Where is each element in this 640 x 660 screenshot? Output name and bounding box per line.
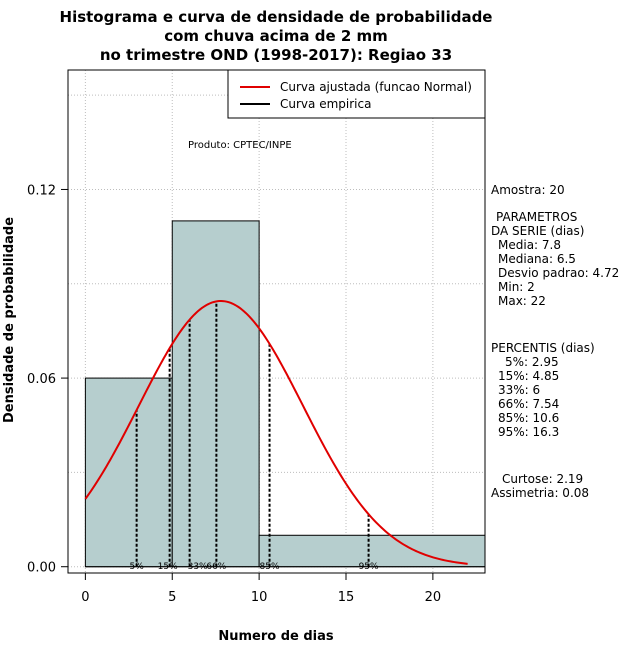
stat-param-head1: PARAMETROS (496, 210, 577, 224)
stat-desvio: Desvio padrao: 4.72 (498, 266, 619, 280)
chart-title-line-1: Histograma e curva de densidade de proba… (60, 8, 493, 26)
legend-label-empirical: Curva empirica (280, 97, 371, 111)
stat-curtose: Curtose: 2.19 (502, 472, 583, 486)
x-tick-label: 10 (251, 590, 268, 605)
chart-title-line-2: com chuva acima de 2 mm (164, 27, 388, 45)
stat-param-head2: DA SERIE (dias) (491, 224, 584, 238)
y-tick-label: 0.00 (27, 561, 56, 576)
chart-title-line-3: no trimestre OND (1998-2017): Regiao 33 (100, 46, 452, 64)
stat-max: Max: 22 (498, 294, 546, 308)
percentile-label-33: 33% (188, 562, 208, 572)
y-tick-label: 0.06 (27, 372, 56, 387)
legend-box (227, 69, 486, 119)
legend-label-fit: Curva ajustada (funcao Normal) (280, 80, 472, 94)
stat-p15: 15%: 4.85 (498, 369, 559, 383)
y-tick-label: 0.12 (27, 183, 56, 198)
percentile-lines: 5% 15% 33%66% 85% 95% (129, 301, 379, 572)
x-axis-label: Numero de dias (218, 629, 334, 644)
stat-mediana: Mediana: 6.5 (498, 252, 576, 266)
x-tick-label: 5 (168, 590, 176, 605)
stat-amostra: Amostra: 20 (491, 183, 565, 197)
stat-p66: 66%: 7.54 (498, 397, 559, 411)
y-axis-label: Densidade de probabilidade (2, 217, 17, 423)
histogram-bar-1 (84, 377, 173, 568)
stat-p95: 95%: 16.3 (498, 425, 559, 439)
stats-panel: Amostra: 20 PARAMETROS DA SERIE (dias) M… (491, 183, 619, 500)
percentile-label-95: 95% (359, 562, 379, 572)
percentile-label-85: 85% (260, 562, 280, 572)
x-tick-label: 0 (81, 590, 89, 605)
stat-p5: 5%: 2.95 (505, 355, 559, 369)
percentile-label-66: 66% (206, 562, 226, 572)
normal-curve (84, 299, 468, 565)
x-tick-label: 20 (425, 590, 442, 605)
stat-assimetria: Assimetria: 0.08 (491, 486, 589, 500)
stat-media: Media: 7.8 (498, 238, 561, 252)
x-tick-label: 15 (338, 590, 355, 605)
stat-min: Min: 2 (498, 280, 535, 294)
stat-p85: 85%: 10.6 (498, 411, 559, 425)
stat-p33: 33%: 6 (498, 383, 540, 397)
stat-perc-head: PERCENTIS (dias) (491, 341, 595, 355)
legend: Curva ajustada (funcao Normal) Curva emp… (227, 69, 486, 119)
source-label: Produto: CPTEC/INPE (188, 140, 292, 151)
percentile-label-15: 15% (158, 562, 178, 572)
percentile-label-5: 5% (129, 562, 144, 572)
